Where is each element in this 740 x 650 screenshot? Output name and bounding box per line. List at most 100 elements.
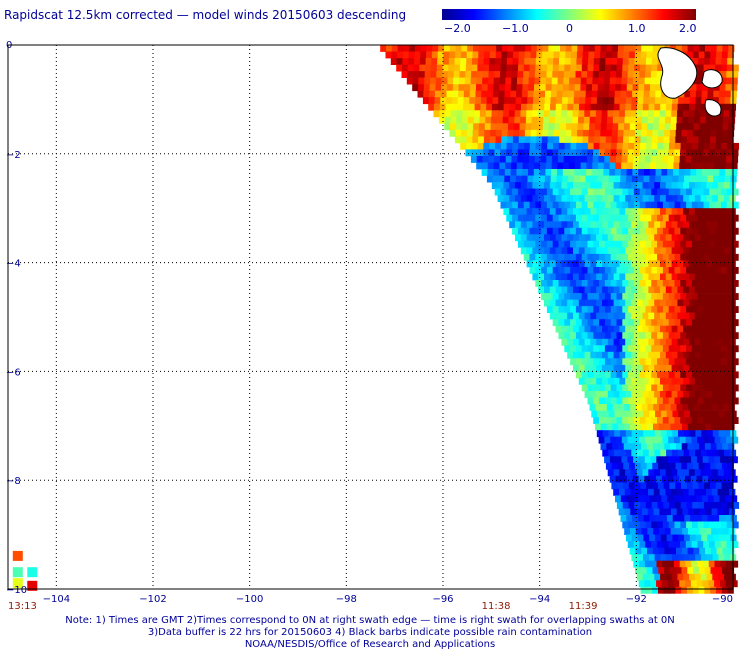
- wind-difference-cell: [675, 462, 682, 470]
- wind-difference-cell: [549, 247, 556, 255]
- wind-difference-cell: [565, 136, 572, 144]
- wind-difference-cell: [644, 495, 651, 503]
- wind-difference-cell: [545, 90, 552, 98]
- wind-difference-cell: [648, 234, 655, 242]
- wind-difference-cell: [697, 521, 704, 529]
- wind-difference-cell: [714, 436, 721, 444]
- wind-difference-cell: [636, 221, 643, 229]
- wind-difference-cell: [723, 364, 730, 372]
- wind-difference-cell: [726, 201, 733, 209]
- wind-difference-cell: [638, 456, 646, 464]
- y-tick-label: −10: [6, 585, 27, 596]
- wind-difference-cell: [651, 201, 658, 209]
- wind-difference-cell: [569, 71, 576, 78]
- wind-difference-cell: [642, 273, 649, 281]
- wind-difference-cell: [617, 443, 625, 451]
- wind-difference-cell: [677, 195, 684, 202]
- wind-difference-cell: [715, 58, 722, 65]
- wind-difference-cell: [589, 45, 596, 52]
- wind-difference-cell: [613, 377, 620, 385]
- wind-difference-cell: [614, 410, 621, 418]
- wind-difference-cell: [626, 175, 633, 183]
- wind-difference-cell: [597, 410, 604, 418]
- wind-difference-cell: [732, 332, 739, 340]
- wind-difference-cell: [472, 136, 479, 144]
- wind-difference-cell: [649, 534, 656, 542]
- wind-difference-cell: [726, 306, 733, 313]
- wind-difference-cell: [636, 182, 643, 189]
- wind-difference-cell: [721, 58, 728, 65]
- wind-difference-cell: [512, 142, 519, 150]
- wind-difference-cell: [501, 51, 508, 59]
- wind-difference-cell: [593, 397, 600, 405]
- wind-difference-cell: [551, 77, 558, 85]
- wind-difference-cell: [687, 423, 694, 431]
- wind-difference-cell: [706, 391, 713, 398]
- wind-difference-cell: [636, 312, 643, 320]
- wind-difference-cell: [564, 64, 571, 72]
- wind-difference-cell: [712, 273, 719, 281]
- wind-difference-cell: [663, 142, 670, 150]
- wind-difference-cell: [578, 110, 585, 118]
- wind-difference-cell: [597, 84, 604, 92]
- wind-difference-cell: [466, 136, 473, 144]
- y-tick-label: −2: [6, 150, 21, 161]
- wind-difference-cell: [555, 234, 562, 242]
- wind-difference-cell: [529, 149, 536, 157]
- wind-difference-cell: [514, 110, 521, 118]
- wind-difference-cell: [660, 573, 667, 581]
- wind-difference-cell: [558, 149, 565, 157]
- wind-difference-cell: [481, 90, 488, 98]
- wind-difference-cell: [561, 312, 568, 320]
- wind-difference-cell: [532, 273, 539, 281]
- wind-difference-cell: [599, 280, 606, 287]
- wind-difference-cell: [689, 182, 696, 189]
- wind-difference-cell: [559, 129, 566, 137]
- wind-difference-cell: [681, 136, 688, 144]
- wind-difference-cell: [628, 136, 636, 144]
- wind-difference-cell: [645, 201, 652, 209]
- wind-difference-cell: [610, 293, 617, 300]
- wind-difference-cell: [622, 319, 629, 327]
- wind-difference-cell: [640, 567, 648, 575]
- wind-difference-cell: [607, 338, 614, 346]
- wind-difference-cell: [642, 573, 649, 581]
- wind-difference-cell: [534, 156, 541, 163]
- wind-difference-cell: [674, 541, 681, 548]
- wind-difference-cell: [436, 64, 443, 72]
- wind-difference-cell: [720, 77, 727, 85]
- wind-difference-cell: [535, 253, 542, 261]
- wind-difference-cell: [634, 502, 641, 509]
- wind-difference-cell: [679, 436, 686, 444]
- wind-difference-cell: [489, 51, 497, 59]
- wind-difference-cell: [683, 221, 690, 229]
- wind-difference-cell: [695, 103, 702, 111]
- wind-difference-cell: [621, 456, 628, 464]
- wind-difference-cell: [519, 123, 526, 131]
- wind-difference-cell: [552, 306, 559, 313]
- wind-difference-cell: [558, 240, 565, 248]
- wind-difference-cell: [668, 188, 675, 196]
- wind-difference-cell: [481, 84, 488, 92]
- wind-difference-cell: [458, 84, 465, 92]
- wind-difference-cell: [602, 299, 609, 307]
- wind-difference-cell: [692, 586, 699, 594]
- wind-difference-cell: [467, 45, 474, 52]
- wind-difference-cell: [524, 142, 531, 150]
- wind-difference-cell: [390, 58, 397, 65]
- wind-difference-cell: [691, 201, 699, 209]
- wind-difference-cell: [694, 573, 702, 581]
- wind-difference-cell: [412, 84, 419, 92]
- wind-difference-cell: [535, 149, 542, 157]
- wind-difference-cell: [656, 560, 663, 568]
- wind-difference-cell: [463, 97, 470, 105]
- wind-difference-cell: [631, 325, 638, 333]
- wind-difference-cell: [662, 149, 669, 157]
- wind-difference-cell: [537, 110, 545, 118]
- wind-difference-cell: [662, 521, 670, 529]
- wind-difference-cell: [517, 240, 525, 248]
- wind-difference-cell: [645, 71, 652, 78]
- wind-difference-cell: [607, 286, 614, 294]
- wind-difference-cell: [696, 162, 703, 170]
- wind-difference-cell: [637, 410, 644, 418]
